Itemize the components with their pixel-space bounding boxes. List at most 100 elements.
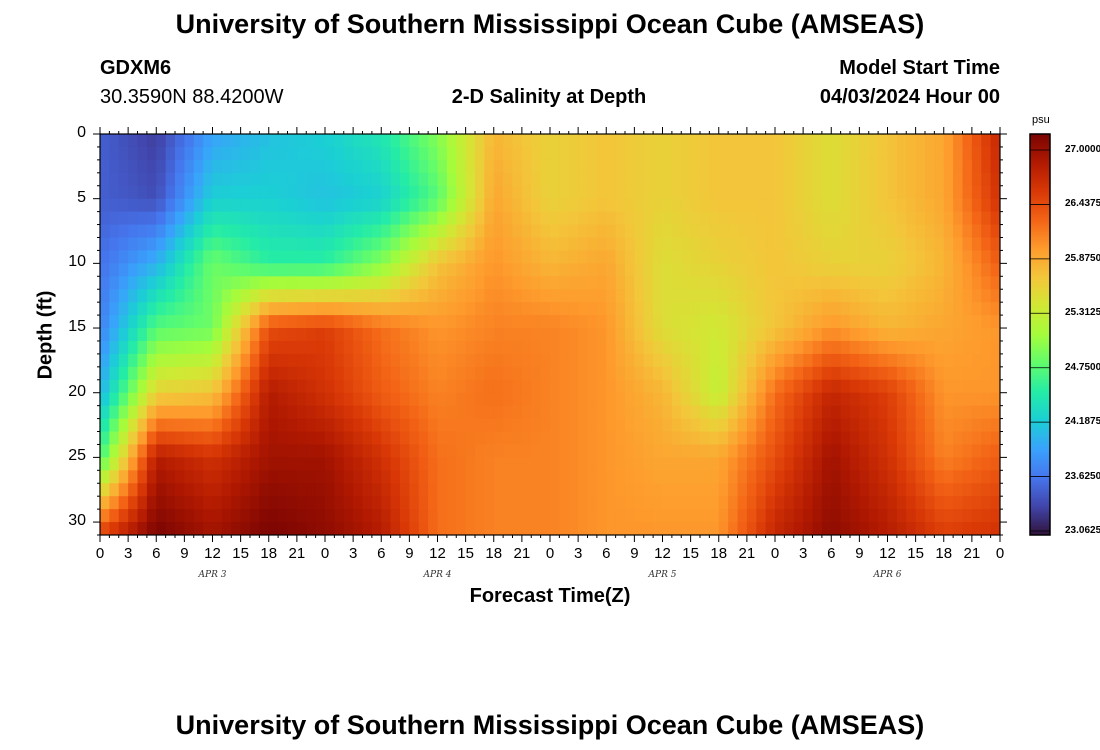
heatmap-cell	[962, 224, 973, 239]
heatmap-cell	[971, 263, 982, 277]
heatmap-cell	[859, 263, 870, 277]
heatmap-cell	[700, 496, 710, 510]
heatmap-cell	[643, 134, 654, 148]
heatmap-cell	[156, 431, 167, 446]
heatmap-cell	[568, 457, 579, 471]
heatmap-cell	[934, 444, 945, 458]
heatmap-cell	[278, 509, 289, 523]
heatmap-cell	[943, 405, 954, 420]
heatmap-cell	[250, 496, 260, 510]
heatmap-cell	[634, 302, 645, 316]
heatmap-cell	[925, 263, 935, 277]
heatmap-cell	[184, 276, 195, 290]
heatmap-cell	[512, 470, 523, 484]
heatmap-cell	[221, 134, 232, 148]
heatmap-cell	[568, 263, 579, 277]
heatmap-cell	[428, 159, 439, 174]
heatmap-cell	[625, 134, 635, 148]
heatmap-cell	[550, 379, 560, 394]
heatmap-cell	[784, 483, 795, 497]
heatmap-cell	[203, 444, 214, 458]
model-start-value: 04/03/2024 Hour 00	[819, 86, 1000, 108]
heatmap-cell	[184, 353, 195, 368]
heatmap-cell	[221, 302, 232, 316]
heatmap-cell	[531, 328, 542, 342]
heatmap-cell	[306, 353, 317, 368]
heatmap-cell	[503, 431, 514, 446]
heatmap-cell	[240, 392, 251, 407]
heatmap-cell	[981, 198, 992, 213]
heatmap-cell	[343, 185, 354, 200]
heatmap-cell	[878, 224, 889, 239]
heatmap-cell	[100, 276, 110, 290]
heatmap-cell	[587, 379, 598, 394]
heatmap-cell	[362, 315, 373, 329]
heatmap-cell	[990, 392, 1000, 407]
heatmap-cell	[840, 379, 851, 394]
heatmap-cell	[531, 263, 542, 277]
heatmap-cell	[606, 457, 617, 471]
heatmap-cell	[456, 353, 467, 368]
heatmap-cell	[203, 431, 214, 446]
heatmap-cell	[325, 522, 335, 535]
heatmap-cell	[512, 159, 523, 174]
heatmap-cell	[550, 289, 560, 303]
heatmap-cell	[615, 211, 626, 226]
heatmap-cell	[531, 353, 542, 368]
heatmap-cell	[615, 250, 626, 264]
heatmap-cell	[221, 159, 232, 174]
heatmap-cell	[146, 366, 157, 381]
heatmap-cell	[896, 159, 907, 174]
heatmap-cell	[146, 315, 157, 329]
heatmap-cell	[765, 418, 776, 433]
heatmap-cell	[137, 483, 148, 497]
heatmap-cell	[475, 392, 485, 407]
heatmap-cell	[831, 431, 842, 446]
heatmap-cell	[718, 522, 729, 535]
heatmap-cell	[765, 470, 776, 484]
heatmap-cell	[343, 405, 354, 420]
heatmap-cell	[803, 340, 814, 355]
heatmap-cell	[250, 392, 260, 407]
heatmap-cell	[296, 134, 307, 148]
heatmap-cell	[578, 224, 589, 239]
heatmap-cell	[437, 185, 448, 200]
heatmap-cell	[212, 418, 223, 433]
heatmap-cell	[212, 159, 223, 174]
heatmap-cell	[100, 237, 110, 252]
heatmap-cell	[653, 353, 664, 368]
heatmap-cell	[484, 405, 495, 420]
heatmap-cell	[109, 522, 120, 535]
heatmap-cell	[615, 276, 626, 290]
heatmap-cell	[306, 250, 317, 264]
heatmap-cell	[146, 457, 157, 471]
heatmap-cell	[943, 159, 954, 174]
heatmap-cell	[212, 431, 223, 446]
heatmap-cell	[962, 159, 973, 174]
heatmap-cell	[906, 444, 917, 458]
heatmap-cell	[709, 185, 720, 200]
heatmap-cell	[746, 366, 757, 381]
heatmap-cell	[831, 185, 842, 200]
heatmap-cell	[493, 470, 504, 484]
heatmap-cell	[578, 289, 589, 303]
heatmap-cell	[578, 405, 589, 420]
heatmap-cell	[896, 483, 907, 497]
heatmap-cell	[240, 276, 251, 290]
heatmap-cell	[671, 224, 682, 239]
heatmap-cell	[521, 146, 532, 161]
heatmap-cell	[306, 509, 317, 523]
x-tick-label: 15	[682, 545, 699, 562]
heatmap-cell	[587, 328, 598, 342]
heatmap-cell	[943, 146, 954, 161]
heatmap-cell	[831, 418, 842, 433]
heatmap-cell	[334, 444, 345, 458]
heatmap-cell	[878, 405, 889, 420]
heatmap-cell	[156, 172, 167, 187]
heatmap-cell	[268, 418, 279, 433]
heatmap-cell	[606, 315, 617, 329]
heatmap-cell	[550, 302, 560, 316]
heatmap-cell	[137, 366, 148, 381]
heatmap-cell	[568, 289, 579, 303]
heatmap-cell	[128, 172, 139, 187]
